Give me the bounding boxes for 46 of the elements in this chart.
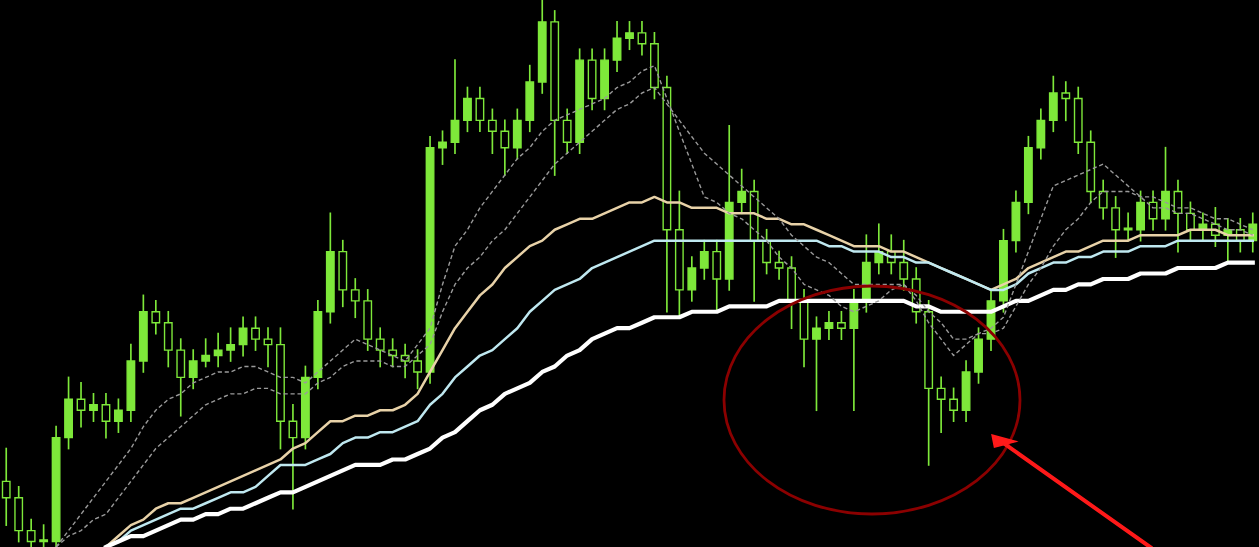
candlestick — [612, 21, 622, 72]
candlestick — [188, 349, 198, 390]
candlestick — [238, 316, 248, 357]
candlestick — [774, 250, 784, 280]
candlestick — [213, 332, 223, 368]
candlestick — [388, 338, 398, 368]
candlestick — [487, 108, 497, 154]
candlestick — [1, 447, 11, 526]
candlestick — [812, 316, 821, 412]
candlestick — [949, 387, 959, 423]
candlestick — [475, 86, 485, 133]
candlestick — [288, 403, 298, 510]
candlestick — [39, 524, 49, 547]
candlestick — [1061, 81, 1071, 122]
candlestick — [251, 316, 260, 351]
candlestick — [375, 327, 385, 368]
candlestick — [737, 168, 747, 215]
candlestick — [263, 327, 273, 368]
candlestick — [1111, 196, 1121, 258]
candlestick — [89, 393, 98, 423]
candlestick — [699, 239, 709, 280]
candlestick — [562, 108, 572, 154]
candlestick — [226, 327, 236, 362]
candlestick — [899, 239, 909, 291]
candlestick — [201, 338, 211, 368]
candlestick — [762, 228, 772, 275]
candlestick — [824, 310, 834, 340]
candlestick — [687, 256, 697, 302]
candlestick — [26, 518, 36, 547]
candlestick — [463, 86, 472, 133]
candlestick — [151, 300, 161, 335]
candlestick — [936, 376, 946, 433]
candlestick — [76, 382, 86, 428]
candlestick — [400, 343, 410, 379]
candlestick — [450, 59, 460, 154]
candlestick — [625, 21, 634, 51]
candlestick — [413, 349, 423, 390]
candlestick — [438, 130, 447, 165]
candlestick — [1123, 212, 1133, 242]
candlestick — [1098, 179, 1108, 220]
candlestick — [101, 393, 111, 439]
candlestick — [836, 310, 846, 340]
candlestick — [113, 398, 123, 433]
candlestick — [350, 278, 360, 319]
candlestick — [637, 21, 647, 56]
candlestick — [500, 119, 510, 176]
